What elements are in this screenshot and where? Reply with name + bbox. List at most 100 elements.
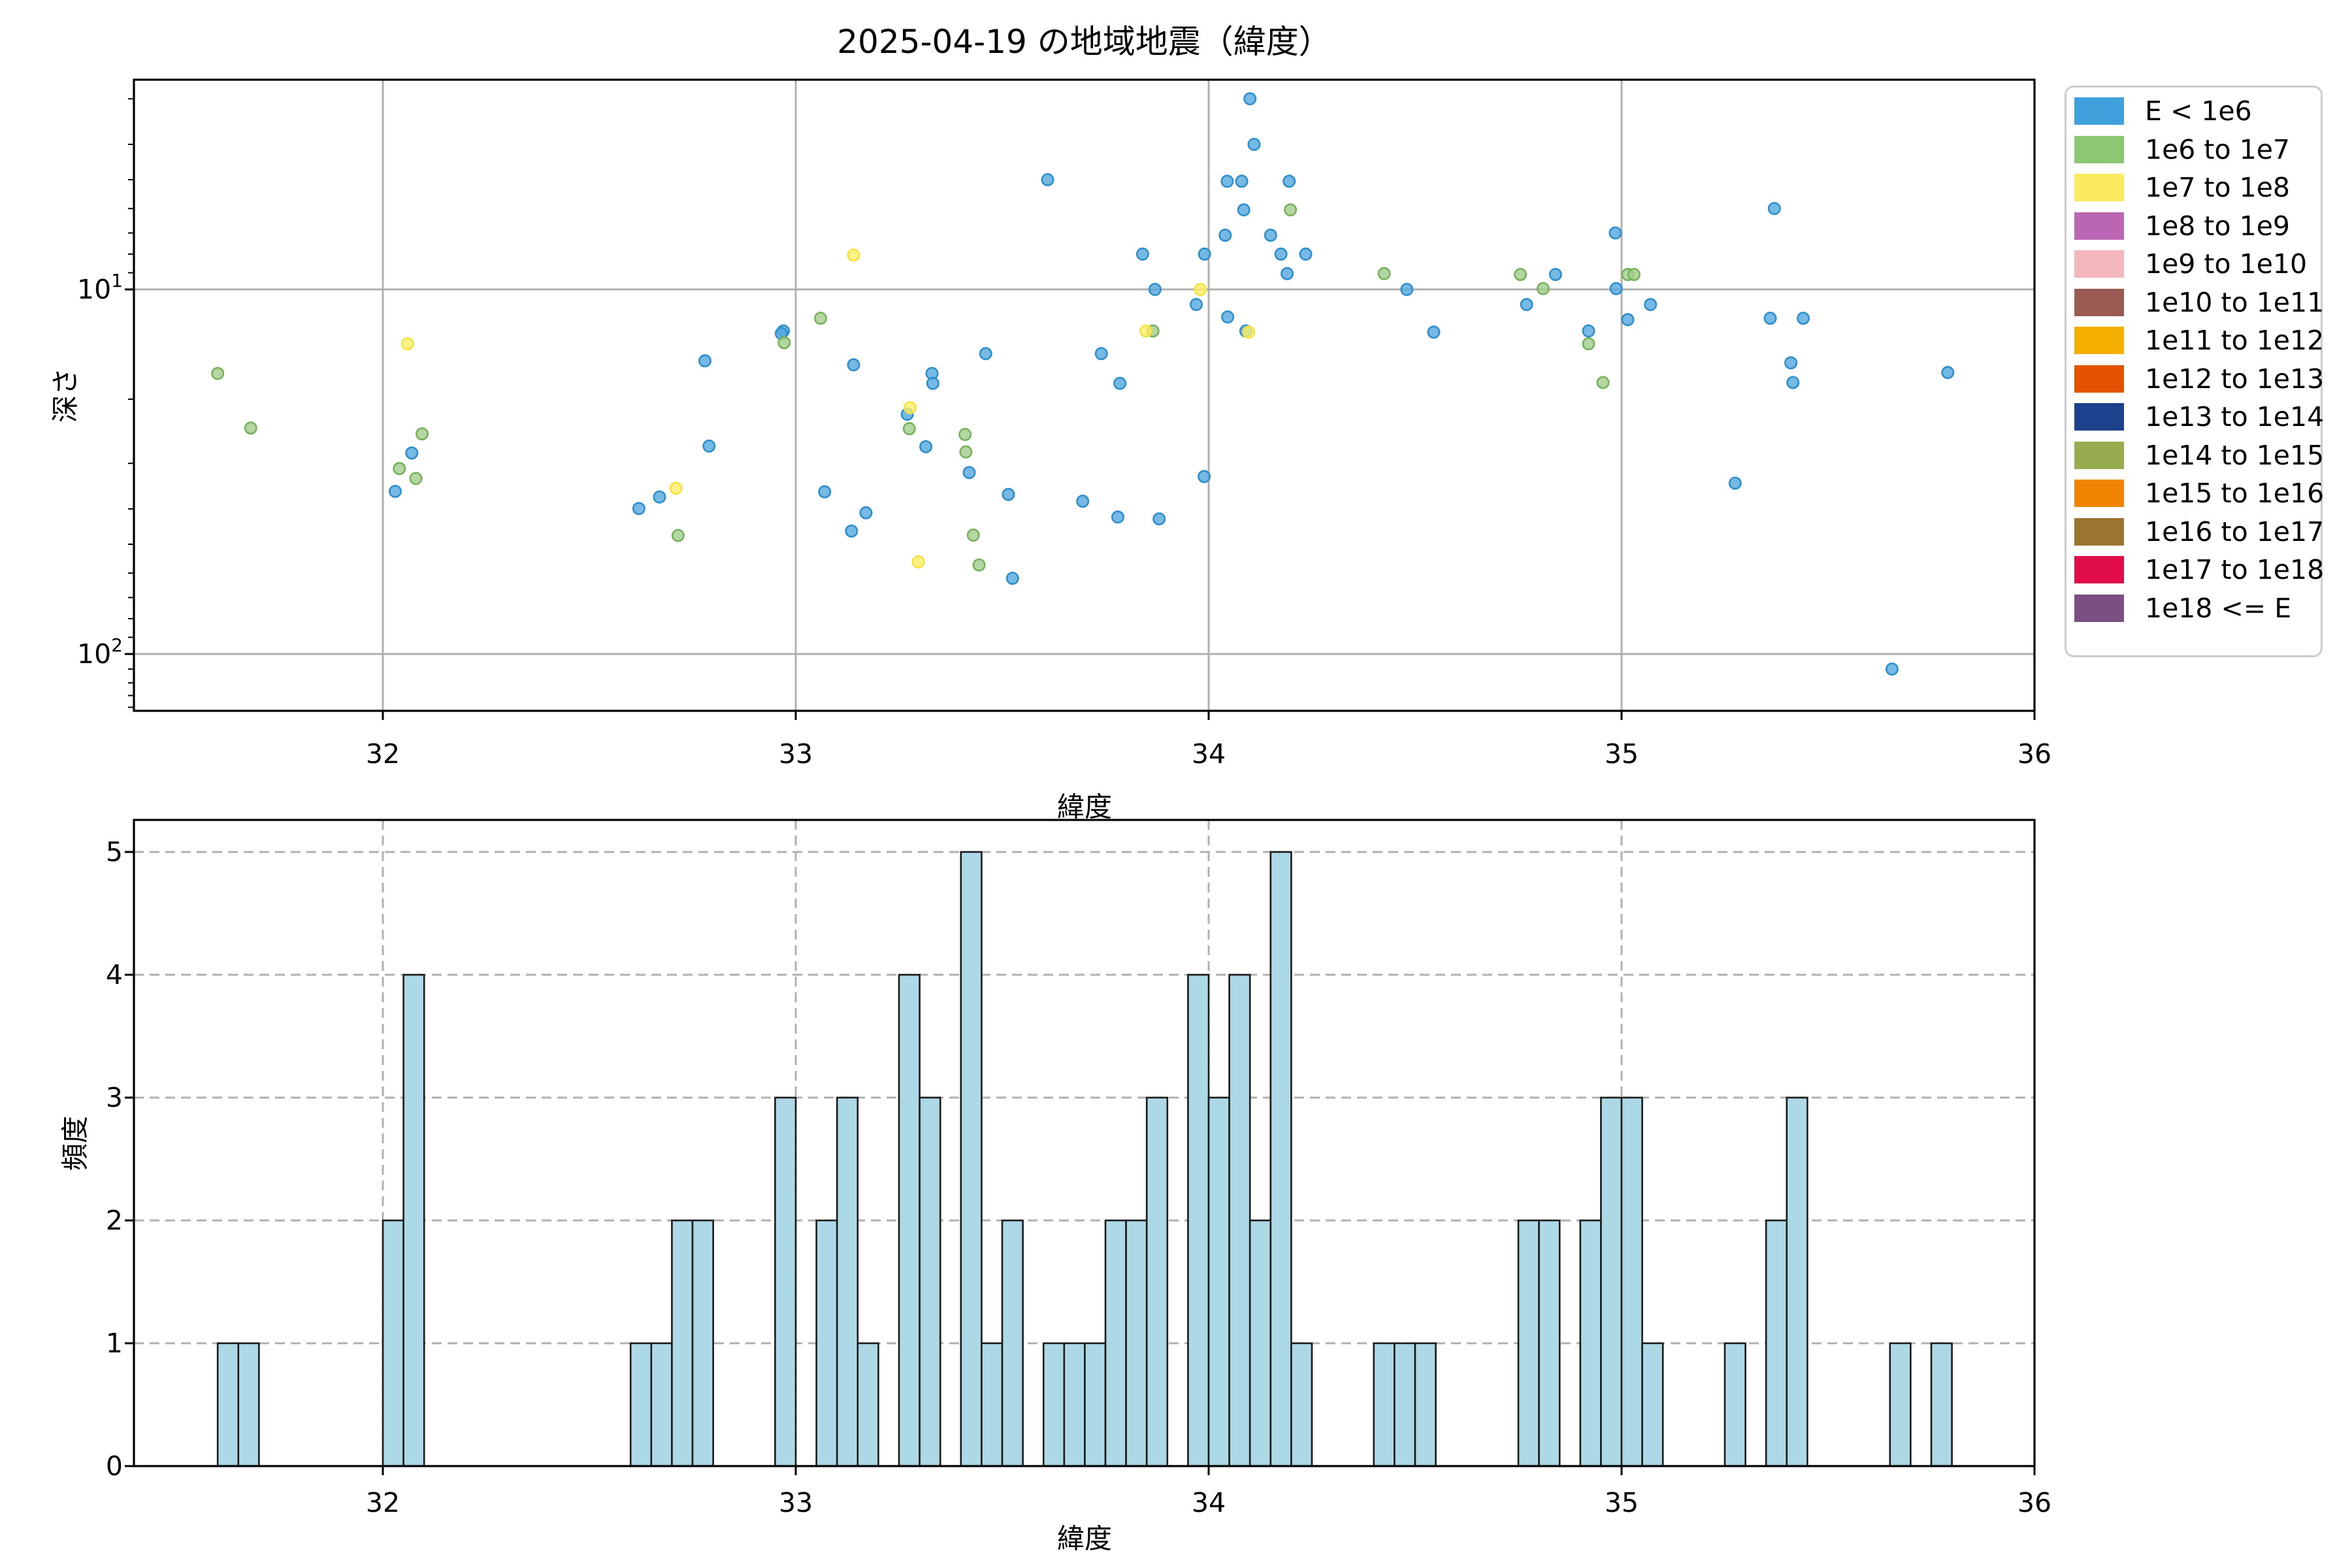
scatter-point [1243,92,1257,106]
scatter-point [702,439,716,453]
legend-swatch [2074,403,2124,431]
scatter-point [1520,298,1533,312]
histogram-bar [1249,1219,1272,1467]
histogram-bar [919,1096,941,1467]
scatter-point [1596,376,1610,389]
histogram-bars [216,851,1953,1467]
histogram-bar [1394,1342,1416,1467]
scatter-point [244,421,257,435]
scatter-point [1582,337,1595,351]
histogram-bar [1228,973,1251,1467]
legend-swatch [2074,594,2124,622]
scatter-ytick-label: 101 [77,270,123,305]
histogram-bar [1145,1096,1169,1467]
histogram-ytick-label: 2 [106,1205,123,1236]
scatter-point [1514,268,1527,282]
legend-swatch [2074,480,2124,507]
scatter-point [1113,376,1127,390]
legend-swatch [2074,517,2124,546]
histogram-xlabel: 緯度 [1056,1522,1113,1555]
scatter-ytick-label: 102 [77,634,123,670]
histogram-ylabel: 頻度 [59,1115,91,1171]
scatter-series [400,248,1256,569]
legend-swatch [2074,288,2124,316]
scatter-xtick-label: 34 [1192,738,1226,770]
legend-item: 1e17 to 1e18 [2074,556,2324,583]
scatter-point [1152,512,1166,526]
histogram-xtick-label: 32 [366,1487,400,1518]
histogram-bar [1373,1342,1396,1467]
legend-label: 1e11 to 1e12 [2145,325,2325,356]
scatter-point [777,336,791,350]
scatter-ylabel: 深さ [49,367,82,423]
scatter-point [1427,325,1441,339]
scatter-point [1076,495,1090,508]
histogram-ytick-label: 0 [106,1450,123,1482]
scatter-point [1282,174,1296,188]
legend-label: 1e17 to 1e18 [2145,554,2325,585]
scatter-point [1094,347,1108,361]
page-title: 2025-04-19 の地域地震（緯度） [837,23,1331,61]
histogram-bar [1930,1342,1953,1467]
histogram-bar [1620,1096,1643,1467]
scatter-point [1784,356,1798,370]
histogram-bar [1104,1219,1127,1467]
legend-label: 1e13 to 1e14 [2145,401,2325,433]
legend-label: 1e14 to 1e15 [2145,439,2325,471]
legend-label: 1e12 to 1e13 [2145,363,2325,395]
scatter-point [1237,203,1250,217]
legend-swatch [2074,327,2124,354]
legend-label: 1e10 to 1e11 [2145,286,2325,318]
histogram-axes-box [133,819,2036,1467]
scatter-grid [134,80,2036,711]
histogram-bar [671,1219,694,1467]
histogram-bar [1084,1342,1107,1467]
histogram-bar [1765,1219,1788,1467]
histogram-bar [1517,1219,1540,1467]
legend-item: 1e16 to 1e17 [2074,517,2324,546]
scatter-point [1786,376,1800,389]
scatter-point [409,472,423,485]
scatter-point [859,506,873,519]
scatter-series [211,203,1641,572]
histogram-bar [1600,1096,1623,1467]
scatter-point [966,529,980,542]
legend-item: 1e10 to 1e11 [2074,286,2325,318]
legend-swatch [2074,365,2124,393]
scatter-point [400,337,414,351]
legend: E < 1e6 1e6 to 1e7 1e7 to 1e8 1e8 to 1e9 1e9… [2065,86,2325,657]
histogram-xtick-label: 33 [779,1487,813,1518]
scatter-point [1377,267,1391,280]
scatter-point [1627,268,1641,282]
legend-item: 1e6 to 1e7 [2074,135,2290,163]
scatter-point [1002,487,1015,501]
scatter-point [845,524,858,538]
scatter-point [653,490,666,504]
scatter-point [1767,202,1781,216]
scatter-point [904,400,917,414]
histogram-bar [237,1342,260,1467]
scatter-point [1264,229,1277,242]
scatter-point [1221,310,1235,324]
scatter-point [1190,298,1203,312]
scatter-point [405,446,419,460]
histogram-bar [1723,1342,1746,1467]
scatter-point [1548,268,1562,282]
scatter-point [1041,173,1054,187]
scatter-point [416,427,429,441]
legend-label: 1e7 to 1e8 [2145,172,2291,203]
histogram-bar [815,1219,838,1467]
scatter-xtick-label: 35 [1605,738,1639,770]
legend-swatch [2074,250,2124,278]
histogram-bar [1414,1342,1437,1467]
scatter-ticks [125,98,2036,720]
histogram-bar [1579,1219,1602,1467]
scatter-point [1111,510,1124,524]
scatter-point [632,502,645,515]
histogram-bar [1063,1342,1086,1467]
scatter-point [393,462,406,476]
legend-item: 1e18 <= E [2074,594,2291,622]
